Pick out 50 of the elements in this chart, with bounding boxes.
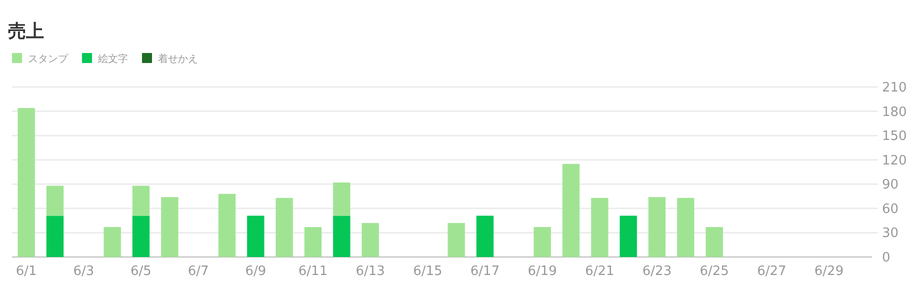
bar: [161, 197, 178, 257]
bar: [276, 198, 293, 257]
legend-label: 着せかえ: [158, 53, 198, 65]
y-tick-label: 0: [882, 250, 890, 266]
x-tick-label: 6/29: [814, 264, 844, 279]
bar: [104, 227, 121, 257]
bar: [46, 186, 64, 216]
bar: [534, 227, 551, 257]
bar: [562, 164, 580, 257]
x-tick-label: 6/21: [585, 264, 614, 279]
bar: [591, 198, 608, 257]
x-tick-label: 6/9: [245, 264, 266, 279]
x-tick-label: 6/1: [16, 264, 37, 279]
x-tick-label: 6/3: [73, 264, 94, 279]
x-tick-label: 6/5: [130, 264, 152, 279]
bar: [247, 216, 264, 257]
bar: [132, 186, 150, 216]
bar: [218, 194, 236, 257]
y-tick-label: 120: [882, 153, 907, 168]
x-tick-label: 6/13: [356, 264, 385, 279]
x-tick-label: 6/19: [528, 264, 557, 279]
bar: [648, 197, 666, 257]
bar: [304, 227, 322, 257]
bar: [448, 223, 465, 257]
bar: [333, 182, 350, 216]
y-tick-label: 90: [882, 178, 899, 193]
x-tick-label: 6/15: [413, 264, 442, 279]
x-tick-label: 6/27: [757, 264, 786, 279]
x-tick-label: 6/7: [188, 264, 209, 279]
bar: [132, 216, 150, 257]
bar: [620, 216, 637, 257]
x-tick-label: 6/17: [470, 264, 500, 279]
bar: [677, 198, 694, 257]
x-tick-label: 6/11: [298, 264, 328, 279]
bar: [706, 227, 723, 257]
y-tick-label: 60: [882, 202, 899, 217]
bar: [46, 216, 64, 257]
y-tick-label: 210: [882, 80, 907, 96]
legend-label: スタンプ: [28, 53, 69, 65]
x-tick-label: 6/23: [642, 264, 672, 279]
bar: [333, 216, 350, 257]
chart-title: 売上: [8, 21, 44, 42]
y-tick-label: 150: [882, 129, 907, 144]
legend-label: 絵文字: [97, 53, 128, 65]
y-tick-label: 30: [882, 226, 899, 242]
bar: [476, 216, 494, 257]
bar: [18, 108, 35, 257]
y-tick-label: 180: [882, 104, 907, 120]
bar: [362, 223, 379, 257]
x-tick-label: 6/25: [700, 264, 729, 279]
